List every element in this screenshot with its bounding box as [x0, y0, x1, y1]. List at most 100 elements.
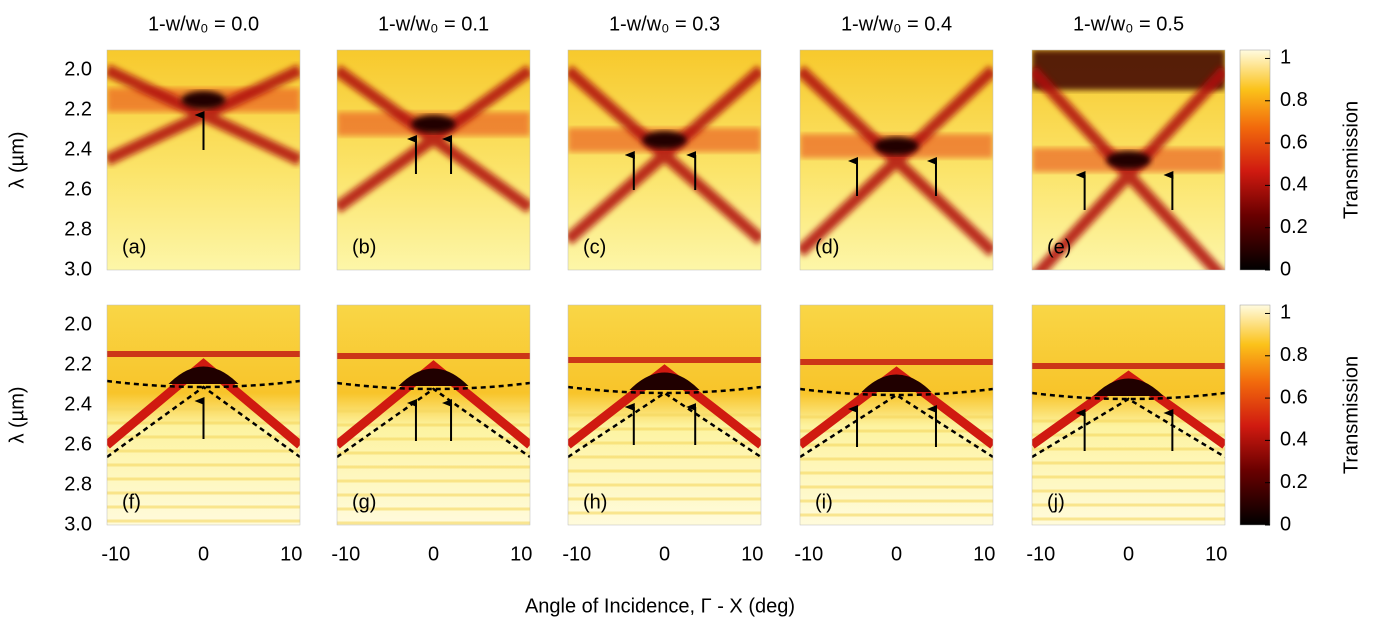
band-x	[800, 65, 993, 257]
colorbar-tick-label: 0.4	[1280, 174, 1308, 196]
panel-frame	[799, 49, 994, 271]
heatmap-panel	[800, 305, 993, 525]
y-tick-label: 3.0	[64, 258, 92, 280]
y-tick-label: 2.6	[64, 178, 92, 200]
colorbar-tick-label: 0.2	[1280, 471, 1308, 493]
heatmap-panel	[107, 305, 300, 525]
panel-label: (j)	[1047, 491, 1065, 513]
band-node	[1093, 378, 1164, 396]
panel-frame	[799, 304, 994, 526]
panel-label: (i)	[815, 491, 833, 513]
band-node	[1106, 151, 1151, 169]
band-x	[337, 65, 530, 213]
heatmap-panel	[568, 305, 761, 525]
heatmap-panel	[1032, 50, 1225, 270]
band	[107, 351, 300, 357]
panel-frame	[567, 304, 762, 526]
panel-label: (d)	[815, 236, 839, 258]
colorbar-tick-label: 0.8	[1280, 344, 1308, 366]
y-tick-label: 2.6	[64, 433, 92, 455]
heatmap-panel	[1032, 305, 1225, 525]
panel-label: (a)	[122, 236, 146, 258]
panel-frame	[1031, 49, 1226, 271]
band-node	[398, 368, 469, 386]
x-tick-label: -10	[794, 543, 823, 565]
band-node	[874, 137, 919, 155]
y-tick-label: 2.4	[64, 138, 92, 160]
dashed-fit	[568, 391, 761, 459]
panel-label: (f)	[122, 491, 141, 513]
colorbar	[1239, 304, 1271, 526]
panel-frame	[336, 49, 531, 271]
colorbar-tick-label: 0	[1280, 258, 1291, 280]
band-node	[411, 115, 456, 133]
colorbar-tick-label: 1	[1280, 47, 1291, 69]
y-tick-label: 2.0	[64, 58, 92, 80]
colorbar-tick-label: 0.8	[1280, 89, 1308, 111]
band-node	[642, 131, 687, 149]
x-tick-label: 10	[741, 543, 763, 565]
band-v	[337, 360, 530, 449]
colorbar-label: Transmission	[1340, 356, 1362, 474]
x-tick-label: 10	[510, 543, 532, 565]
x-tick-label: -10	[331, 543, 360, 565]
band-x	[568, 65, 761, 245]
x-tick-label: -10	[562, 543, 591, 565]
x-tick-label: 0	[1123, 543, 1134, 565]
heatmap-image	[800, 305, 993, 525]
y-tick-label: 2.0	[64, 313, 92, 335]
band	[1032, 50, 1225, 90]
band-x	[1032, 65, 1225, 270]
panel-frame	[567, 49, 762, 271]
band-v	[107, 358, 300, 449]
colorbar-label: Transmission	[1340, 101, 1362, 219]
heatmap-image	[568, 305, 761, 525]
heatmap-panel	[337, 305, 530, 525]
band-node	[861, 374, 932, 392]
x-tick-label: 0	[428, 543, 439, 565]
colorbar-tick-label: 0.6	[1280, 386, 1308, 408]
y-axis-label: λ (µm)	[6, 386, 28, 443]
colorbar-tick-label: 0.4	[1280, 429, 1308, 451]
panel-frame	[1031, 304, 1226, 526]
heatmap-panel	[337, 50, 530, 270]
heatmap-image	[568, 50, 761, 270]
x-tick-label: 10	[1205, 543, 1227, 565]
dashed-fit	[337, 387, 530, 459]
y-tick-label: 2.4	[64, 393, 92, 415]
y-tick-label: 2.8	[64, 473, 92, 495]
band	[568, 357, 761, 363]
panel-label: (b)	[352, 236, 376, 258]
y-tick-label: 2.2	[64, 353, 92, 375]
heatmap-bg	[1032, 305, 1225, 525]
column-title: 1-w/w₀ = 0.0	[148, 13, 259, 35]
panel-label: (c)	[583, 236, 606, 258]
y-tick-label: 2.2	[64, 98, 92, 120]
heatmap-image	[1032, 305, 1225, 525]
panel-frame	[336, 304, 531, 526]
band-node	[168, 366, 239, 384]
x-tick-label: -10	[1026, 543, 1055, 565]
heatmap-image	[337, 305, 530, 525]
band-v	[1032, 370, 1225, 449]
x-tick-label: 10	[973, 543, 995, 565]
panel-label: (e)	[1047, 236, 1071, 258]
band-v	[800, 366, 993, 449]
y-axis-label: λ (µm)	[6, 131, 28, 188]
column-title: 1-w/w₀ = 0.3	[609, 13, 720, 35]
heatmap-image	[337, 50, 530, 270]
x-axis-label: Angle of Incidence, Γ - X (deg)	[525, 595, 795, 617]
x-tick-label: 0	[198, 543, 209, 565]
colorbar	[1239, 49, 1271, 271]
heatmap-panel	[107, 50, 300, 270]
colorbar-tick-label: 1	[1280, 302, 1291, 324]
column-title: 1-w/w₀ = 0.4	[841, 13, 952, 35]
panel-frame	[106, 304, 301, 526]
panel-label: (h)	[583, 491, 607, 513]
x-tick-label: -10	[101, 543, 130, 565]
column-title: 1-w/w₀ = 0.1	[378, 13, 489, 35]
colorbar-tick-label: 0	[1280, 513, 1291, 535]
band-node	[629, 372, 700, 390]
y-tick-label: 3.0	[64, 513, 92, 535]
